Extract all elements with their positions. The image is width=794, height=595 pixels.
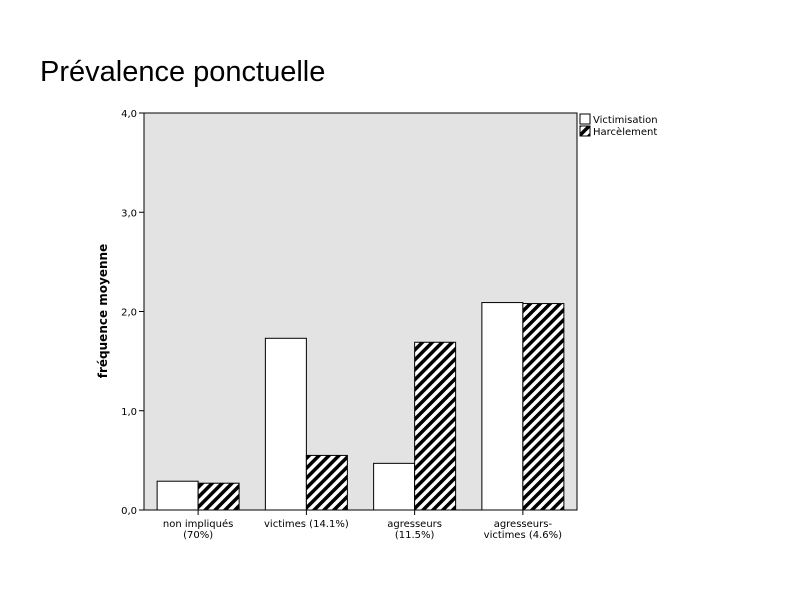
x-tick-label: victimes (14.1%) xyxy=(264,519,349,530)
legend-swatch-victimisation xyxy=(579,113,591,125)
slide-title: Prévalence ponctuelle xyxy=(40,56,326,88)
x-tick-label: non impliqués (70%) xyxy=(163,518,233,541)
bar-victimisation xyxy=(481,302,524,511)
bar-harcelement xyxy=(414,341,457,511)
bar-harcelement xyxy=(305,454,348,511)
bar-victimisation xyxy=(373,462,416,511)
bar-victimisation xyxy=(156,480,199,511)
y-tick-label: 2,0 xyxy=(121,308,137,319)
y-axis-label: fréquence moyenne xyxy=(96,244,110,378)
y-tick-label: 3,0 xyxy=(121,208,137,219)
x-tick-label: agresseurs (11.5%) xyxy=(387,519,442,541)
y-tick-label: 0,0 xyxy=(121,506,137,517)
y-tick-label: 1,0 xyxy=(121,407,137,418)
bar-harcelement xyxy=(522,303,565,511)
legend-label: Harcèlement xyxy=(593,126,657,138)
y-tick-label: 4,0 xyxy=(121,109,137,120)
bar-harcelement xyxy=(197,482,240,511)
x-tick-label: agresseurs-victimes (4.6%) xyxy=(484,519,562,541)
legend-swatch-harcelement xyxy=(579,125,591,137)
bar-victimisation xyxy=(264,337,307,511)
legend-label: Victimisation xyxy=(593,115,658,126)
